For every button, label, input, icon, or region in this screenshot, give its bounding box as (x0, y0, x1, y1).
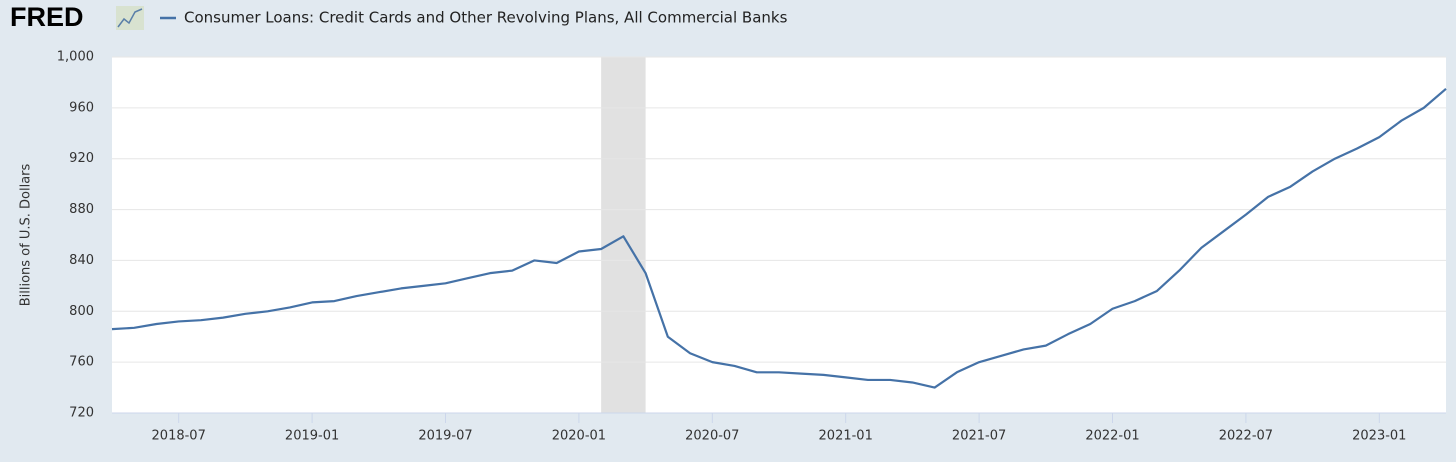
y-tick-label: 880 (69, 202, 94, 217)
x-tick-label: 2019-01 (285, 429, 339, 444)
data-line (111, 87, 1447, 389)
recession-band (601, 57, 646, 413)
logo-icon (116, 6, 144, 30)
y-tick-label: 760 (69, 355, 94, 370)
x-tick-label: 2023-01 (1352, 429, 1406, 444)
logo-icon-line (117, 8, 143, 28)
y-tick-label: 920 (69, 151, 94, 166)
x-tick-label: 2021-01 (819, 429, 873, 444)
x-tick-label: 2022-01 (1085, 429, 1139, 444)
x-tick-label: 2019-07 (418, 429, 472, 444)
x-tick-label: 2021-07 (952, 429, 1006, 444)
x-tick-label: 2020-07 (685, 429, 739, 444)
plot-area (112, 57, 1446, 413)
y-tick-label: 960 (69, 100, 94, 115)
y-tick-label: 1,000 (57, 50, 94, 65)
y-tick-label: 800 (69, 304, 94, 319)
x-tick-label: 2022-07 (1219, 429, 1273, 444)
y-tick-label: 720 (69, 406, 94, 421)
y-axis-label: Billions of U.S. Dollars (19, 163, 34, 306)
x-tick-label: 2020-01 (552, 429, 606, 444)
logo[interactable]: FRED (10, 2, 84, 32)
legend-label: Consumer Loans: Credit Cards and Other R… (184, 9, 788, 27)
x-tick-label: 2018-07 (152, 429, 206, 444)
y-tick-label: 840 (69, 253, 94, 268)
